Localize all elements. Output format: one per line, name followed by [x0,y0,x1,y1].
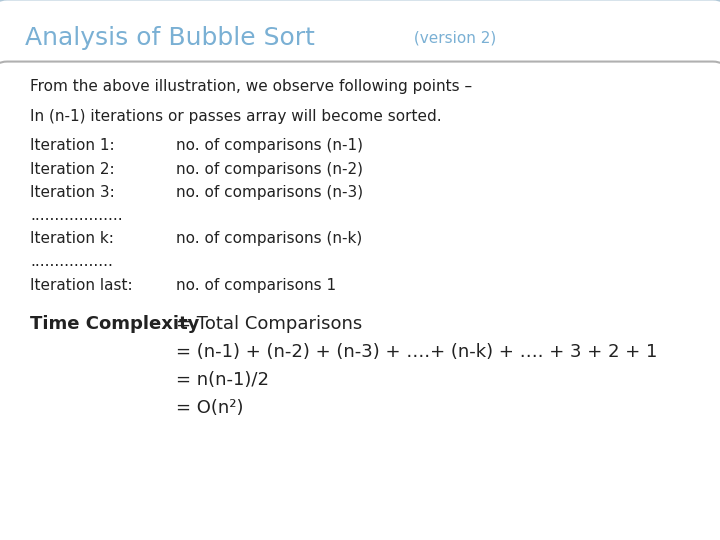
Text: Iteration k:: Iteration k: [30,231,114,246]
Text: ...................: ................... [30,208,123,223]
Text: .................: ................. [30,254,113,269]
Text: = Total Comparisons: = Total Comparisons [176,315,363,333]
Text: Iteration 2:: Iteration 2: [30,161,115,177]
Text: no. of comparisons 1: no. of comparisons 1 [176,278,336,293]
Text: no. of comparisons (n-k): no. of comparisons (n-k) [176,231,363,246]
Text: In (n-1) iterations or passes array will become sorted.: In (n-1) iterations or passes array will… [30,109,442,124]
Text: = O(n²): = O(n²) [176,399,244,417]
Text: Time Complexity: Time Complexity [30,315,199,333]
Text: Analysis of Bubble Sort: Analysis of Bubble Sort [25,26,315,50]
Text: no. of comparisons (n-1): no. of comparisons (n-1) [176,138,364,153]
Text: no. of comparisons (n-2): no. of comparisons (n-2) [176,161,364,177]
Text: (version 2): (version 2) [409,31,496,46]
Text: From the above illustration, we observe following points –: From the above illustration, we observe … [30,79,472,94]
FancyBboxPatch shape [0,62,720,540]
Text: no. of comparisons (n-3): no. of comparisons (n-3) [176,185,364,200]
Text: = (n-1) + (n-2) + (n-3) + ….+ (n-k) + …. + 3 + 2 + 1: = (n-1) + (n-2) + (n-3) + ….+ (n-k) + ….… [176,343,658,361]
Text: Iteration last:: Iteration last: [30,278,133,293]
Text: Iteration 3:: Iteration 3: [30,185,115,200]
Text: = n(n-1)/2: = n(n-1)/2 [176,371,269,389]
FancyBboxPatch shape [0,0,720,77]
Text: Iteration 1:: Iteration 1: [30,138,115,153]
